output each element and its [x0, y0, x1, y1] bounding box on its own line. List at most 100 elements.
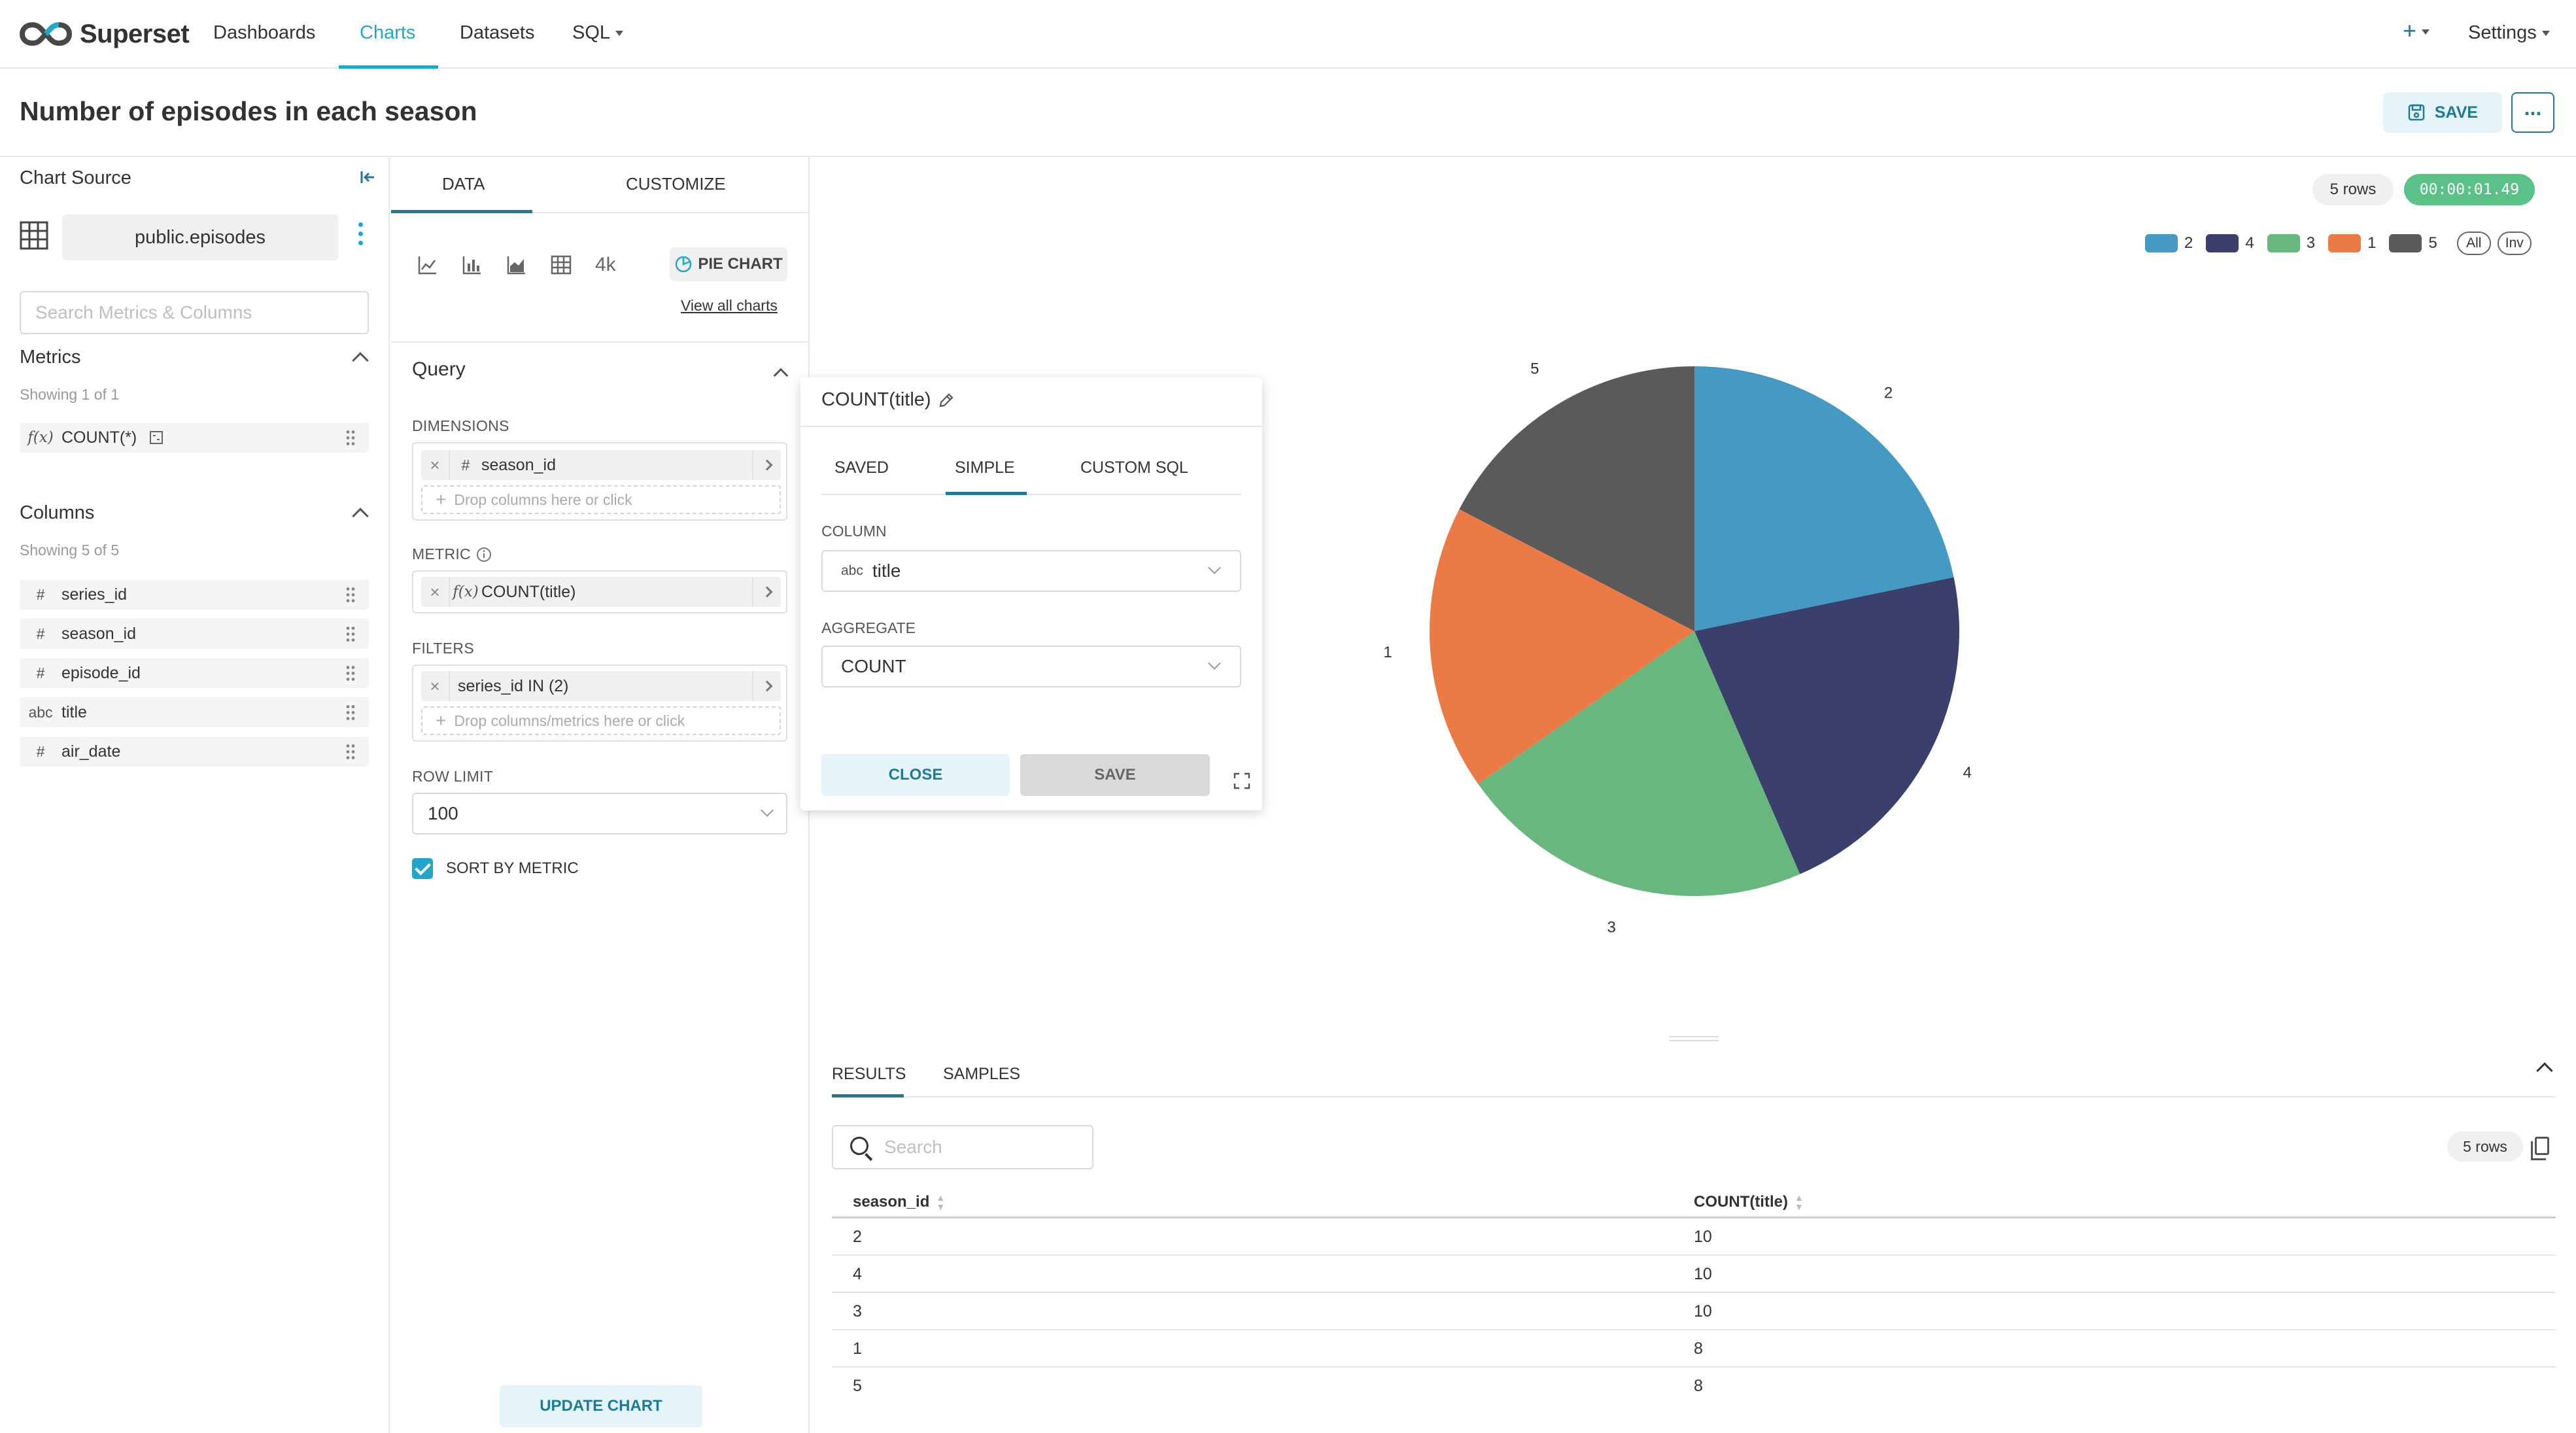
dimension-drop-zone[interactable]: + Drop columns here or click — [421, 485, 781, 514]
legend-item[interactable]: 4 — [2206, 234, 2254, 252]
chevron-right-icon[interactable] — [752, 450, 781, 480]
nav-datasets[interactable]: Datasets — [460, 22, 535, 43]
column-item[interactable]: # series_id — [20, 579, 369, 610]
metric-pill[interactable]: × f(x) COUNT(title) — [421, 577, 781, 607]
legend-invert-button[interactable]: Inv — [2497, 232, 2532, 255]
metric-item[interactable]: f(x) COUNT(*) — [20, 423, 369, 453]
drag-handle-icon[interactable] — [345, 665, 356, 682]
dimension-pill[interactable]: × # season_id — [421, 450, 781, 480]
pie-slice-label: 1 — [1383, 644, 1392, 661]
dimensions-label: DIMENSIONS — [412, 417, 509, 434]
legend-select-all-button[interactable]: All — [2456, 232, 2491, 255]
column-item[interactable]: # air_date — [20, 736, 369, 767]
page-title[interactable]: Number of episodes in each season — [20, 96, 477, 126]
column-item[interactable]: # season_id — [20, 619, 369, 649]
popover-title[interactable]: COUNT(title) — [821, 389, 955, 411]
column-name: season_id — [61, 624, 136, 643]
info-icon[interactable] — [476, 547, 492, 562]
tab-results[interactable]: RESULTS — [832, 1065, 906, 1083]
tab-customize[interactable]: CUSTOMIZE — [626, 174, 726, 194]
pie-slice-2[interactable] — [1694, 366, 1954, 631]
tab-data[interactable]: DATA — [442, 174, 485, 194]
selected-viz-type[interactable]: PIE CHART — [670, 247, 787, 281]
sort-by-metric-label[interactable]: SORT BY METRIC — [446, 859, 579, 877]
area-chart-icon[interactable] — [506, 254, 527, 275]
table-row: 4 10 — [832, 1256, 2556, 1293]
tab-simple[interactable]: SIMPLE — [955, 458, 1015, 477]
metrics-columns-search-input[interactable]: Search Metrics & Columns — [20, 291, 369, 334]
datasource-menu-icon[interactable] — [358, 222, 363, 250]
pie-slice-4[interactable] — [1694, 577, 1959, 874]
pie-slice-1[interactable] — [1430, 509, 1694, 784]
new-menu[interactable]: + — [2403, 17, 2430, 44]
datasource-name[interactable]: public.episodes — [62, 215, 338, 260]
column-header[interactable]: season_id ▲ ▼ — [853, 1193, 945, 1211]
remove-icon[interactable]: × — [430, 676, 440, 696]
drag-handle-icon[interactable] — [345, 429, 356, 446]
chevron-right-icon[interactable] — [752, 671, 781, 701]
drag-handle-icon[interactable] — [345, 586, 356, 603]
expand-icon[interactable] — [1233, 772, 1250, 789]
tab-saved[interactable]: SAVED — [834, 458, 889, 477]
chart-container: 5 rows 00:00:01.49 2 4 3 1 5 All Inv 2 4 3… — [811, 157, 2576, 1041]
tab-active-indicator — [946, 492, 1027, 495]
column-header[interactable]: COUNT(title) ▲ ▼ — [1694, 1193, 1804, 1211]
sort-icon[interactable]: ▲ ▼ — [1794, 1192, 1804, 1212]
bar-chart-icon[interactable] — [462, 254, 483, 275]
nav-charts[interactable]: Charts — [360, 22, 416, 43]
more-options-button[interactable]: ... — [2511, 92, 2554, 133]
row-limit-select[interactable]: 100 — [412, 793, 787, 835]
chevron-up-icon[interactable] — [773, 368, 789, 383]
query-section-title[interactable]: Query — [412, 358, 466, 380]
column-item[interactable]: # episode_id — [20, 658, 369, 688]
table-chart-icon[interactable] — [551, 254, 572, 275]
tab-custom-sql[interactable]: CUSTOM SQL — [1080, 458, 1188, 477]
column-select[interactable]: abc title — [821, 550, 1241, 592]
popover-divider — [800, 426, 1262, 427]
filter-drop-zone[interactable]: + Drop columns/metrics here or click — [421, 706, 781, 735]
chevron-up-icon[interactable] — [352, 352, 369, 369]
legend-item[interactable]: 2 — [2145, 234, 2193, 252]
drag-handle-icon[interactable] — [345, 743, 356, 760]
filter-pill[interactable]: × series_id IN (2) — [421, 671, 781, 701]
columns-section-title[interactable]: Columns — [20, 502, 95, 523]
superset-logo[interactable]: Superset — [20, 16, 190, 52]
top-navbar: Superset Dashboards Charts Datasets SQL … — [0, 0, 2576, 69]
plus-icon: + — [2403, 17, 2417, 44]
edit-pencil-icon[interactable] — [938, 392, 955, 409]
pie-slice-5[interactable] — [1459, 366, 1694, 631]
remove-icon[interactable]: × — [430, 581, 440, 602]
big-number-icon[interactable]: 4k — [595, 254, 616, 275]
metrics-section-title[interactable]: Metrics — [20, 347, 81, 368]
tab-samples[interactable]: SAMPLES — [943, 1065, 1021, 1083]
drag-handle-icon[interactable] — [345, 625, 356, 642]
chart-resize-handle[interactable] — [1669, 1036, 1719, 1041]
popover-close-button[interactable]: CLOSE — [821, 754, 1010, 796]
save-chart-button[interactable]: SAVE — [2383, 92, 2502, 133]
legend-item[interactable]: 1 — [2328, 234, 2376, 252]
legend-item[interactable]: 5 — [2389, 234, 2437, 252]
nav-dashboards[interactable]: Dashboards — [213, 22, 316, 43]
update-chart-button[interactable]: UPDATE CHART — [500, 1385, 702, 1427]
drag-handle-icon[interactable] — [345, 704, 356, 721]
results-search-input[interactable]: Search — [832, 1125, 1093, 1169]
tab-divider — [391, 212, 810, 213]
view-all-charts-link[interactable]: View all charts — [681, 297, 778, 314]
legend-item[interactable]: 3 — [2267, 234, 2315, 252]
chevron-up-icon[interactable] — [352, 508, 369, 525]
chevron-up-icon[interactable] — [2536, 1062, 2553, 1079]
settings-menu[interactable]: Settings — [2468, 22, 2550, 44]
remove-icon[interactable]: × — [430, 455, 440, 475]
nav-sql-label: SQL — [572, 22, 611, 43]
line-chart-icon[interactable] — [417, 254, 438, 275]
popover-save-button[interactable]: SAVE — [1020, 754, 1210, 796]
column-item[interactable]: abc title — [20, 697, 369, 727]
aggregate-select[interactable]: COUNT — [821, 646, 1241, 687]
chevron-right-icon[interactable] — [752, 577, 781, 607]
sort-by-metric-checkbox[interactable] — [412, 858, 433, 879]
copy-icon[interactable] — [2531, 1137, 2549, 1160]
sort-icon[interactable]: ▲ ▼ — [936, 1192, 946, 1212]
pie-slice-3[interactable] — [1478, 631, 1800, 896]
nav-sql[interactable]: SQL — [572, 22, 624, 44]
collapse-panel-icon[interactable] — [360, 169, 375, 190]
